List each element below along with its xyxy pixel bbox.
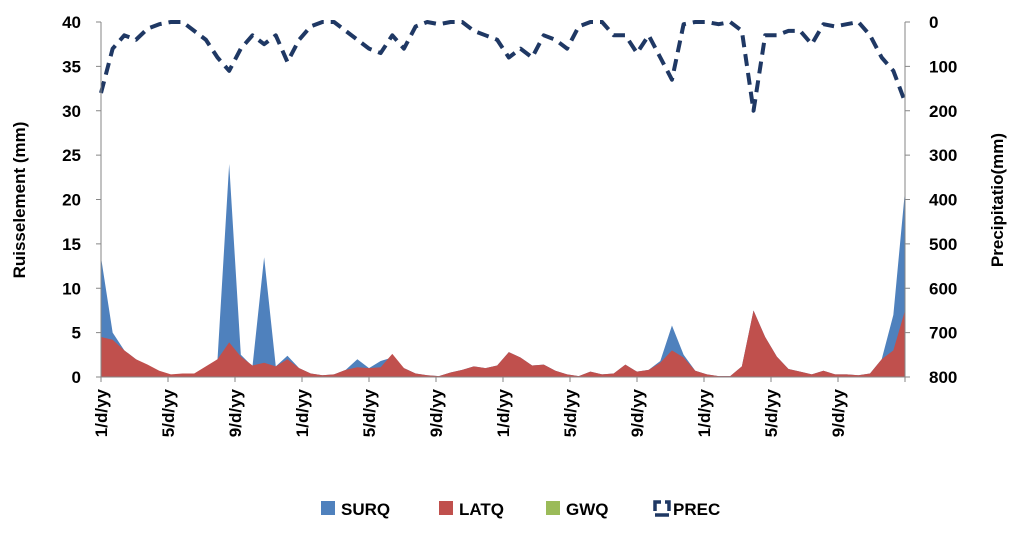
legend-item-gwq: GWQ (546, 500, 609, 519)
legend: SURQ LATQ GWQ PREC (321, 500, 720, 519)
y-tick-label: 20 (62, 191, 81, 210)
legend-swatch (439, 501, 453, 515)
x-tick-label: 1/d/yy (92, 388, 111, 437)
y-axis-title: Ruisselement (mm) (10, 122, 29, 279)
y2-axis-title: Precipitatio(mm) (988, 133, 1007, 267)
legend-swatch (546, 501, 560, 515)
legend-swatch (321, 501, 335, 515)
x-tick-label: 1/d/yy (494, 388, 513, 437)
y-tick-label: 35 (62, 57, 81, 76)
legend-item-latq: LATQ (439, 500, 504, 519)
area-latq (101, 310, 905, 377)
legend-label: LATQ (459, 500, 504, 519)
x-tick-label: 5/d/yy (159, 388, 178, 437)
x-tick-label: 9/d/yy (628, 388, 647, 437)
y2-tick-label: 200 (929, 102, 957, 121)
y2-tick-label: 700 (929, 324, 957, 343)
line-prec (99, 20, 907, 113)
y2-tick-label: 0 (929, 13, 938, 32)
y-tick-label: 30 (62, 102, 81, 121)
y2-tick-label: 600 (929, 279, 957, 298)
y2-tick-label: 800 (929, 368, 957, 387)
legend-item-surq: SURQ (321, 500, 390, 519)
axes-layer (96, 21, 910, 382)
y2-tick-label: 500 (929, 235, 957, 254)
legend-swatch (653, 500, 671, 517)
x-tick-label: 5/d/yy (360, 388, 379, 437)
y-tick-label: 40 (62, 13, 81, 32)
x-tick-label: 5/d/yy (561, 388, 580, 437)
x-tick-label: 9/d/yy (427, 388, 446, 437)
y-tick-label: 5 (72, 324, 81, 343)
line-series-layer (99, 20, 907, 113)
area-series-layer (101, 164, 905, 377)
x-tick-label: 1/d/yy (695, 388, 714, 437)
y-tick-label: 25 (62, 146, 81, 165)
y2-tick-label: 400 (929, 191, 957, 210)
x-tick-label: 9/d/yy (829, 388, 848, 437)
y2-tick-label: 100 (929, 57, 957, 76)
x-tick-label: 1/d/yy (293, 388, 312, 437)
legend-item-prec: PREC (653, 500, 720, 519)
y-tick-label: 10 (62, 279, 81, 298)
legend-label: GWQ (566, 500, 609, 519)
y-tick-label: 0 (72, 368, 81, 387)
x-tick-label: 5/d/yy (762, 388, 781, 437)
y2-tick-label: 300 (929, 146, 957, 165)
legend-label: PREC (673, 500, 720, 519)
y-tick-label: 15 (62, 235, 81, 254)
area-surq (101, 164, 905, 377)
x-tick-label: 9/d/yy (226, 388, 245, 437)
legend-label: SURQ (341, 500, 390, 519)
